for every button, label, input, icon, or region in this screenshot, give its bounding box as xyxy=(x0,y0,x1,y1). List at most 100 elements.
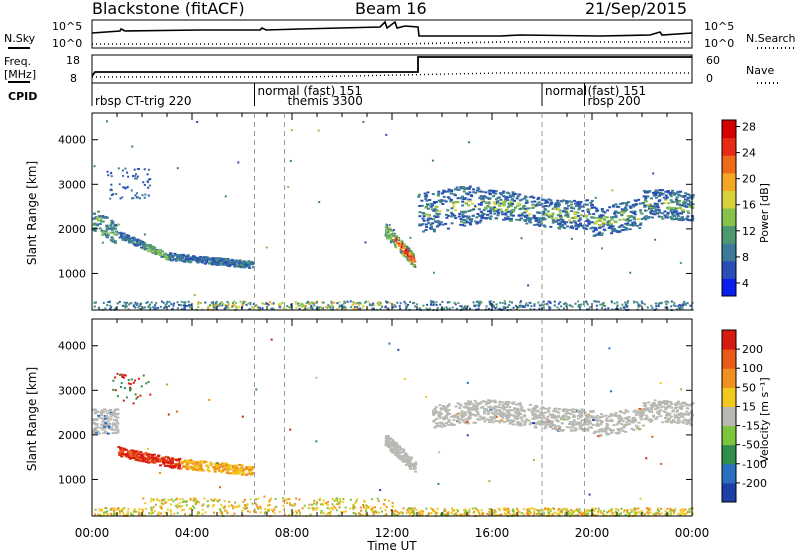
data-cell xyxy=(548,300,551,303)
data-cell xyxy=(582,301,585,304)
data-cell xyxy=(604,432,608,435)
data-cell xyxy=(137,377,140,380)
data-cell xyxy=(523,421,527,424)
data-cell xyxy=(639,304,642,307)
data-cell xyxy=(234,470,238,473)
data-cell xyxy=(682,200,686,203)
data-cell xyxy=(505,191,509,194)
data-cell xyxy=(145,301,148,304)
data-cell xyxy=(498,410,502,413)
data-cell xyxy=(588,208,592,211)
data-cell xyxy=(513,407,517,410)
data-cell xyxy=(393,514,396,517)
data-cell xyxy=(429,205,433,208)
data-cell xyxy=(278,304,281,307)
data-cell xyxy=(367,300,370,303)
data-cell xyxy=(668,417,672,420)
data-cell xyxy=(509,219,513,222)
data-cell xyxy=(237,468,241,471)
data-cell xyxy=(524,218,528,221)
data-cell xyxy=(624,226,628,229)
data-cell xyxy=(468,200,472,203)
data-cell xyxy=(545,507,548,510)
data-cell xyxy=(155,250,159,253)
data-cell xyxy=(524,304,527,307)
data-cell xyxy=(209,257,213,260)
data-cell xyxy=(675,406,679,409)
data-cell xyxy=(682,210,686,213)
data-cell xyxy=(680,402,684,405)
cpid-item: rbsp CT-trig 220 xyxy=(95,94,191,108)
data-cell xyxy=(544,213,548,216)
data-cell xyxy=(544,202,548,205)
data-cell xyxy=(610,232,614,235)
data-cell xyxy=(463,224,467,227)
data-cell xyxy=(205,261,209,264)
data-cell xyxy=(681,218,685,221)
data-cell xyxy=(169,256,173,259)
data-cell xyxy=(403,253,406,256)
data-cell xyxy=(666,211,670,214)
data-cell xyxy=(649,420,653,423)
data-cell xyxy=(217,467,221,470)
data-cell xyxy=(185,463,189,466)
data-cell xyxy=(421,223,425,226)
data-cell xyxy=(636,426,640,429)
data-cell xyxy=(392,241,395,244)
data-cell xyxy=(568,426,572,429)
data-cell xyxy=(413,253,416,256)
data-cell xyxy=(410,257,413,260)
data-cell xyxy=(542,212,546,215)
data-cell xyxy=(682,303,685,306)
data-cell xyxy=(479,195,483,198)
data-cell xyxy=(660,302,663,305)
data-cell xyxy=(241,514,244,517)
data-cell xyxy=(549,225,553,228)
data-cell xyxy=(573,199,577,202)
data-cell xyxy=(234,259,238,262)
data-cell xyxy=(529,221,533,224)
data-cell xyxy=(109,231,113,234)
data-cell xyxy=(123,186,126,189)
data-cell xyxy=(512,423,516,426)
data-cell xyxy=(553,425,557,428)
data-cell xyxy=(189,459,193,462)
data-cell xyxy=(596,209,600,212)
data-cell xyxy=(499,412,503,415)
data-cell xyxy=(615,415,619,418)
data-cell xyxy=(562,307,565,310)
data-cell xyxy=(452,423,456,426)
data-cell xyxy=(589,201,593,204)
data-cell xyxy=(217,500,220,503)
data-cell xyxy=(522,507,525,510)
data-cell xyxy=(147,461,151,464)
data-cell xyxy=(508,509,511,512)
data-cell xyxy=(569,421,573,424)
data-cell xyxy=(393,448,397,451)
data-cell xyxy=(98,222,102,225)
data-cell xyxy=(538,304,541,307)
data-cell xyxy=(385,232,388,235)
data-cell xyxy=(627,219,631,222)
data-cell xyxy=(150,506,153,509)
data-cell xyxy=(610,218,614,221)
data-cell xyxy=(457,215,461,218)
data-cell xyxy=(447,409,451,412)
data-cell xyxy=(522,305,525,308)
data-cell xyxy=(113,507,116,510)
data-cell xyxy=(684,192,688,195)
data-cell xyxy=(596,422,600,425)
data-cell xyxy=(151,251,155,254)
data-cell xyxy=(459,223,463,226)
data-cell xyxy=(327,501,330,504)
data-cell xyxy=(384,514,387,517)
data-cell xyxy=(109,189,112,192)
data-cell xyxy=(516,407,520,410)
data-cell xyxy=(614,216,618,219)
data-cell xyxy=(438,411,442,414)
data-cell xyxy=(147,247,151,250)
data-cell xyxy=(321,301,324,304)
data-cell xyxy=(547,213,551,216)
data-cell xyxy=(503,508,506,511)
data-cell xyxy=(658,189,662,192)
